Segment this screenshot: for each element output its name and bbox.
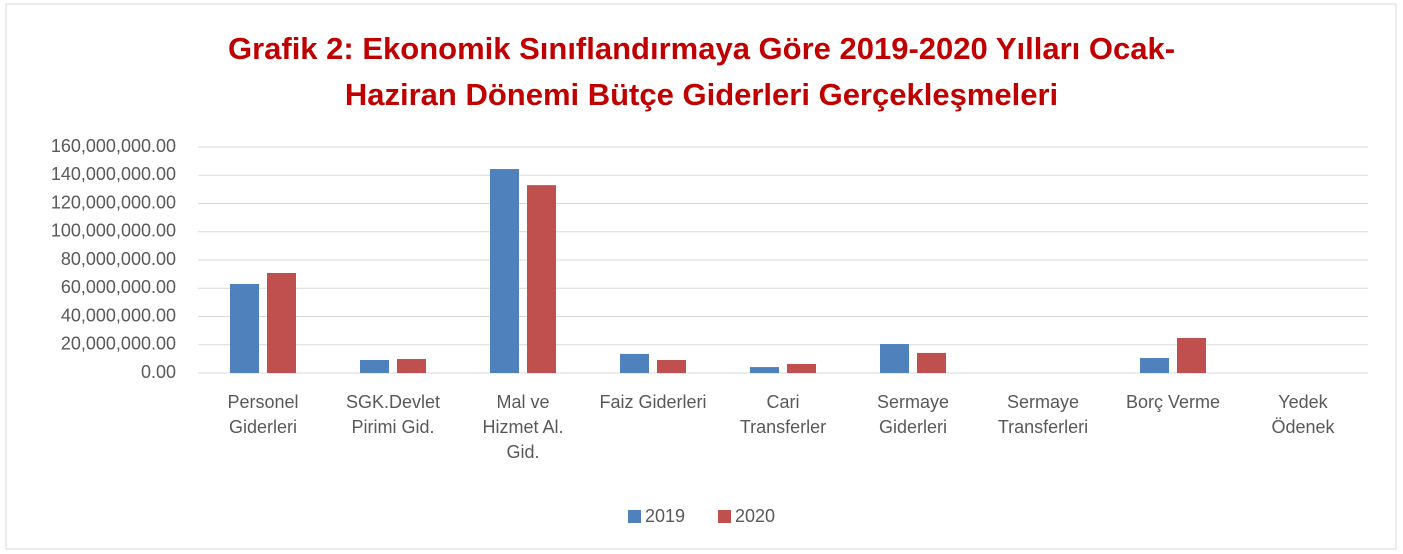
bar [620, 353, 649, 373]
x-tick-label: Cari Transferler [739, 392, 827, 437]
x-tick-label: Personel Giderleri [227, 392, 299, 437]
y-tick-label: 100,000,000.00 [51, 221, 176, 241]
bar [490, 169, 519, 373]
y-tick-label: 40,000,000.00 [61, 305, 176, 325]
bar [750, 367, 779, 373]
y-tick-label: 120,000,000.00 [51, 192, 176, 212]
bar [880, 344, 909, 373]
bar [787, 363, 816, 373]
y-tick-label: 80,000,000.00 [61, 249, 176, 269]
bar [527, 185, 556, 373]
bar [1140, 358, 1169, 373]
y-tick-label: 160,000,000.00 [51, 136, 176, 156]
chart-title: Grafik 2: Ekonomik Sınıflandırmaya Göre … [227, 31, 1176, 112]
legend-label: 2019 [645, 506, 685, 526]
chart-border [5, 3, 1397, 550]
x-tick-label: Mal ve Hizmet Al. Gid. [482, 392, 564, 462]
y-tick-label: 140,000,000.00 [51, 164, 176, 184]
bar [230, 284, 259, 373]
x-tick-label: Yedek Ödenek [1271, 392, 1335, 437]
x-tick-label: Sermaye Giderleri [876, 392, 950, 437]
bar [397, 359, 426, 373]
x-tick-label: Borç Verme [1125, 392, 1221, 412]
legend-swatch [628, 510, 641, 523]
x-tick-label: Sermaye Transferleri [997, 392, 1089, 437]
y-tick-label: 20,000,000.00 [61, 334, 176, 354]
bar [1177, 337, 1206, 373]
bar [360, 360, 389, 373]
legend-swatch [718, 510, 731, 523]
bar [917, 352, 946, 373]
bar [657, 360, 686, 373]
x-tick-label: SGK.Devlet Pirimi Gid. [345, 392, 441, 437]
y-tick-label: 60,000,000.00 [61, 277, 176, 297]
legend-label: 2020 [735, 506, 775, 526]
x-tick-label: Faiz Giderleri [599, 392, 707, 412]
y-tick-label: 0.00 [141, 362, 176, 382]
bar [267, 272, 296, 373]
